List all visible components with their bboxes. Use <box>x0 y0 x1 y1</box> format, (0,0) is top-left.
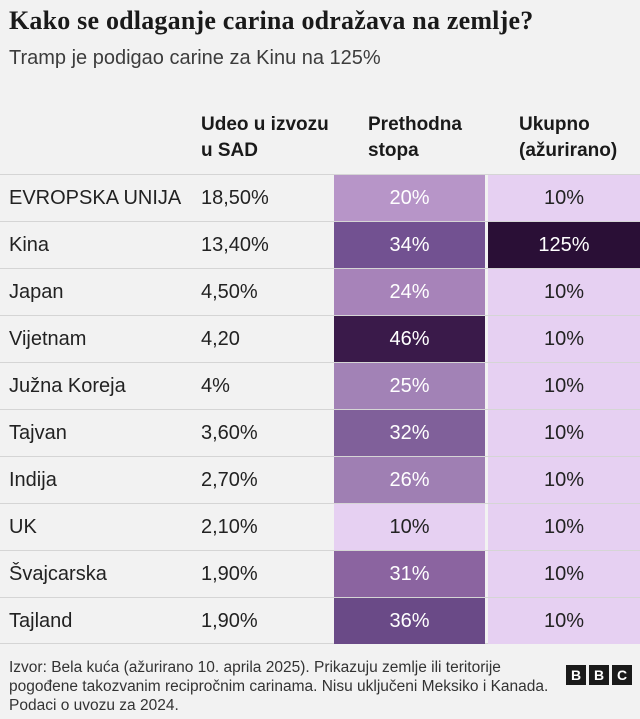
table-row: EVROPSKA UNIJA 18,50% 20% 10% <box>0 174 640 221</box>
table-row: UK 2,10% 10% 10% <box>0 503 640 550</box>
previous-rate-cell: 32% <box>334 410 485 456</box>
table-row: Vijetnam 4,20 46% 10% <box>0 315 640 362</box>
country-cell: Indija <box>9 469 57 491</box>
total-rate-cell: 10% <box>488 551 640 597</box>
column-header-share: Udeo u izvozu u SAD <box>201 112 329 164</box>
export-share-cell: 3,60% <box>201 422 258 444</box>
chart-title: Kako se odlaganje carina odražava na zem… <box>9 6 534 35</box>
total-rate-cell: 10% <box>488 598 640 644</box>
column-header-total-line1: Ukupno <box>519 114 590 135</box>
country-cell: Kina <box>9 234 50 256</box>
table-row: Indija 2,70% 26% 10% <box>0 456 640 503</box>
column-header-share-line2: u SAD <box>201 140 258 161</box>
tariff-table: EVROPSKA UNIJA 18,50% 20% 10% Kina 13,40% 34% 1… <box>0 174 640 644</box>
export-share-cell: 13,40% <box>201 234 269 256</box>
country-cell: Južna Koreja <box>9 375 126 397</box>
previous-rate-cell: 31% <box>334 551 485 597</box>
total-rate-cell: 10% <box>488 363 640 409</box>
export-share-cell: 2,10% <box>201 516 258 538</box>
country-cell: Vijetnam <box>9 328 87 350</box>
table-row: Južna Koreja 4% 25% 10% <box>0 362 640 409</box>
column-header-total-line2: (ažurirano) <box>519 140 618 161</box>
country-cell: Japan <box>9 281 64 303</box>
country-cell: Švajcarska <box>9 563 107 585</box>
export-share-cell: 4,50% <box>201 281 258 303</box>
country-cell: EVROPSKA UNIJA <box>9 187 182 209</box>
column-header-previous-rate: Prethodna stopa <box>368 112 462 164</box>
column-header-total: Ukupno (ažurirano) <box>519 112 617 164</box>
column-header-share-line1: Udeo u izvozu <box>201 114 329 135</box>
export-share-cell: 1,90% <box>201 610 258 632</box>
column-header-prev-line2: stopa <box>368 140 419 161</box>
total-rate-cell: 10% <box>488 269 640 315</box>
export-share-cell: 4,20 <box>201 328 240 350</box>
previous-rate-cell: 46% <box>334 316 485 362</box>
country-cell: Tajland <box>9 610 73 632</box>
bbc-logo-letter: B <box>589 665 609 685</box>
total-rate-cell: 10% <box>488 504 640 550</box>
table-row: Tajvan 3,60% 32% 10% <box>0 409 640 456</box>
bbc-logo: B B C <box>566 665 632 685</box>
previous-rate-cell: 34% <box>334 222 485 268</box>
total-rate-cell: 10% <box>488 316 640 362</box>
previous-rate-cell: 24% <box>334 269 485 315</box>
export-share-cell: 4% <box>201 375 230 397</box>
previous-rate-cell: 10% <box>334 504 485 550</box>
total-rate-cell: 10% <box>488 410 640 456</box>
total-rate-cell: 10% <box>488 175 640 221</box>
previous-rate-cell: 25% <box>334 363 485 409</box>
previous-rate-cell: 20% <box>334 175 485 221</box>
total-rate-cell: 125% <box>488 222 640 268</box>
table-row: Japan 4,50% 24% 10% <box>0 268 640 315</box>
export-share-cell: 18,50% <box>201 187 269 209</box>
bbc-logo-letter: C <box>612 665 632 685</box>
country-cell: UK <box>9 516 37 538</box>
previous-rate-cell: 26% <box>334 457 485 503</box>
table-row: Tajland 1,90% 36% 10% <box>0 597 640 644</box>
export-share-cell: 1,90% <box>201 563 258 585</box>
total-rate-cell: 10% <box>488 457 640 503</box>
previous-rate-cell: 36% <box>334 598 485 644</box>
table-row: Švajcarska 1,90% 31% 10% <box>0 550 640 597</box>
column-header-prev-line1: Prethodna <box>368 114 462 135</box>
export-share-cell: 2,70% <box>201 469 258 491</box>
chart-subtitle: Tramp je podigao carine za Kinu na 125% <box>9 47 381 69</box>
bbc-logo-letter: B <box>566 665 586 685</box>
table-row: Kina 13,40% 34% 125% <box>0 221 640 268</box>
source-note: Izvor: Bela kuća (ažurirano 10. aprila 2… <box>9 659 549 714</box>
country-cell: Tajvan <box>9 422 67 444</box>
